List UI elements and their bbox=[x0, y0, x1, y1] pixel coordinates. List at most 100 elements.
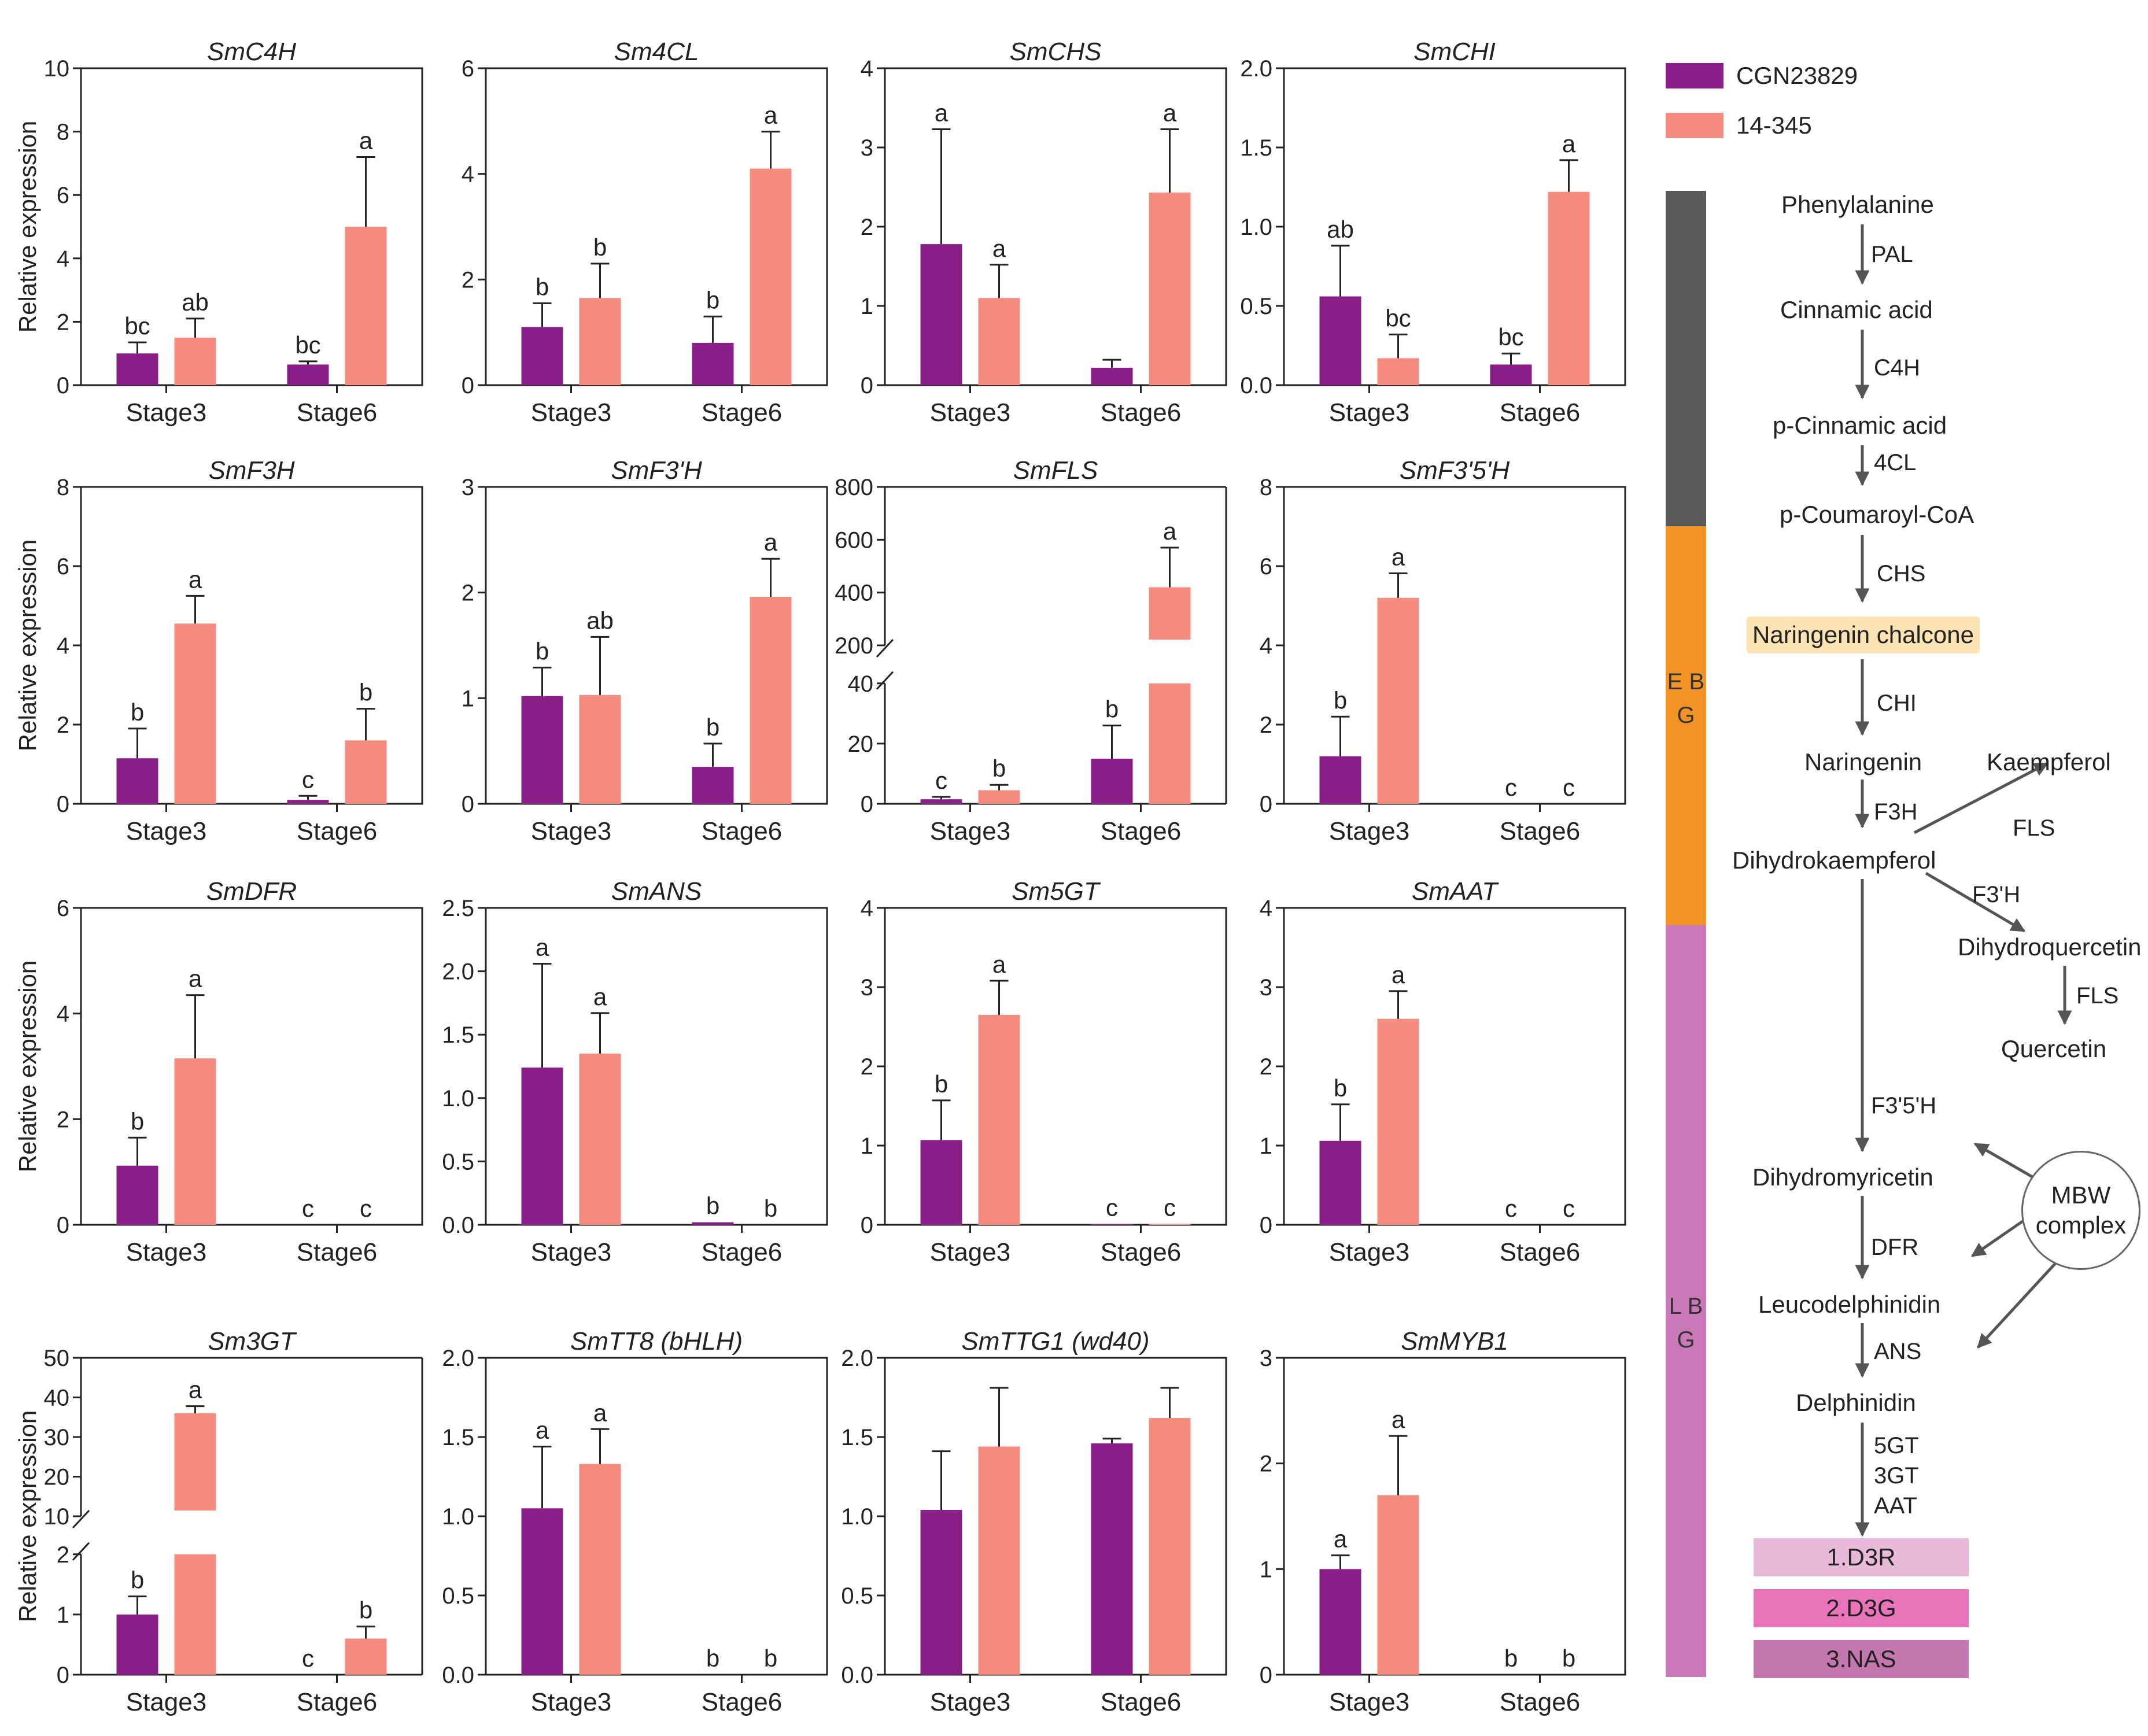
significance-letter: c bbox=[1563, 774, 1575, 801]
y-tick-label: 4 bbox=[57, 1002, 69, 1027]
significance-letter: c bbox=[1563, 1195, 1575, 1222]
stage-label-lbg: L B G bbox=[1669, 1294, 1703, 1353]
chart-panel-10: 0.0 0.5 1.0 1.5 2.0 2.5 SmANS Stage3 a a Stage6 b b bbox=[442, 877, 828, 1266]
y-tick-label: 2.0 bbox=[442, 1346, 474, 1371]
chart-frame bbox=[80, 67, 423, 386]
significance-letter: c bbox=[302, 1195, 314, 1222]
chart-title: Sm4CL bbox=[614, 38, 699, 66]
bar-upper bbox=[174, 1413, 216, 1510]
significance-letter: b bbox=[706, 714, 719, 741]
chart-panel-3: 0 1 2 3 4 SmCHS Stage3 a a Stage6 a bbox=[861, 38, 1227, 427]
significance-letter: a bbox=[593, 1399, 607, 1426]
chart-panel-9: 0 2 4 6 SmDFR Relative expression Stage3 b a Stag… bbox=[14, 877, 423, 1266]
x-tick-label: Stage3 bbox=[930, 817, 1010, 845]
bar bbox=[978, 298, 1020, 385]
chart-frame bbox=[485, 67, 828, 386]
significance-letter: a bbox=[1562, 130, 1576, 157]
product-nas: 3.NAS bbox=[1754, 1640, 1969, 1678]
chart-panel-6: 0 1 2 3 SmF3'H Stage3 b ab Stage6 b a bbox=[462, 456, 828, 845]
y-axis-label: Relative expression bbox=[14, 1410, 41, 1623]
y-axis-label: Relative expression bbox=[14, 961, 41, 1173]
y-tick-label: 10 bbox=[44, 56, 70, 82]
significance-letter: a bbox=[536, 933, 549, 961]
chart-title: SmTT8 (bHLH) bbox=[570, 1327, 743, 1355]
significance-letter: bc bbox=[124, 312, 150, 339]
chart-title: Sm3GT bbox=[208, 1327, 297, 1355]
bar bbox=[116, 1614, 158, 1675]
bar bbox=[978, 1014, 1020, 1225]
enzyme-f3prime-h: F3'H bbox=[1972, 882, 2021, 907]
legend: CGN23829 14-345 bbox=[1666, 51, 1909, 150]
y-tick-label: 4 bbox=[57, 633, 69, 659]
significance-letter: a bbox=[189, 566, 202, 593]
chart-panel-15: 0.0 0.5 1.0 1.5 2.0 SmTTG1 (wd40) Stage3 Stage6 bbox=[841, 1327, 1227, 1716]
x-tick-label: Stage3 bbox=[1329, 398, 1409, 427]
bar bbox=[521, 696, 563, 804]
enzyme-fls-2: FLS bbox=[2076, 983, 2119, 1009]
bar bbox=[978, 1446, 1020, 1675]
y-tick-label: 4 bbox=[1260, 896, 1272, 921]
enzyme-ans: ANS bbox=[1874, 1339, 1922, 1364]
node-p-coumaroyl-coa: p-Coumaroyl-CoA bbox=[1780, 501, 1974, 528]
significance-letter: bc bbox=[1498, 323, 1523, 350]
y-axis-label: Relative expression bbox=[14, 121, 41, 333]
bar bbox=[521, 327, 563, 385]
y-tick-label: 3 bbox=[1260, 1346, 1272, 1371]
x-tick-label: Stage3 bbox=[1329, 1238, 1409, 1266]
y-tick-label: 800 bbox=[835, 475, 873, 500]
y-tick-label: 8 bbox=[57, 120, 69, 145]
significance-letter: b bbox=[131, 1107, 144, 1135]
y-tick-label: 4 bbox=[861, 56, 873, 82]
significance-letter: b bbox=[1334, 1074, 1347, 1102]
axis-break-mark bbox=[72, 1509, 90, 1529]
enzyme-pal: PAL bbox=[1871, 242, 1913, 267]
x-tick-label: Stage3 bbox=[126, 398, 206, 427]
y-tick-label: 400 bbox=[835, 581, 873, 606]
significance-letter: b bbox=[131, 699, 144, 726]
y-tick-label: 0 bbox=[861, 1213, 873, 1238]
x-tick-label: Stage6 bbox=[1101, 1238, 1181, 1266]
anthocyanin-pathway-diagram: E B G L B G Phenylalanine PAL Cinnamic a… bbox=[1666, 191, 2142, 1694]
legend-item-14-345[interactable]: 14-345 bbox=[1666, 101, 1909, 150]
significance-letter: ab bbox=[586, 607, 614, 634]
chart-title: SmCHI bbox=[1413, 38, 1496, 66]
significance-letter: bc bbox=[1385, 304, 1411, 331]
x-tick-label: Stage3 bbox=[126, 1688, 206, 1716]
enzyme-c4h: C4H bbox=[1874, 355, 1921, 381]
significance-letter: b bbox=[764, 1645, 777, 1672]
node-naringenin: Naringenin bbox=[1804, 748, 1922, 775]
node-kaempferol: Kaempferol bbox=[1987, 748, 2111, 775]
x-tick-label: Stage3 bbox=[930, 1688, 1010, 1716]
arrow-mbw-f35h bbox=[1973, 1142, 2040, 1183]
chart-panel-13: 0 1 2 10 20 30 40 50 Sm3GT Relative expression Sta… bbox=[14, 1327, 423, 1716]
legend-item-cgn23829[interactable]: CGN23829 bbox=[1666, 51, 1909, 101]
y-tick-label: 0.5 bbox=[841, 1583, 873, 1609]
y-tick-label: 0 bbox=[57, 1213, 69, 1238]
axis-break-mark bbox=[876, 638, 894, 658]
bar bbox=[1548, 191, 1590, 385]
bar bbox=[345, 227, 387, 385]
x-tick-label: Stage6 bbox=[1101, 398, 1181, 427]
significance-letter: a bbox=[992, 235, 1006, 262]
bar bbox=[1319, 296, 1361, 385]
x-tick-label: Stage6 bbox=[297, 1688, 377, 1716]
significance-letter: a bbox=[189, 1376, 202, 1403]
bar bbox=[1377, 1018, 1419, 1225]
enzyme-4cl: 4CL bbox=[1874, 450, 1917, 475]
arrow-dhk-dhq bbox=[1925, 871, 2026, 933]
y-tick-label: 0.5 bbox=[442, 1149, 474, 1174]
y-tick-label: 0.5 bbox=[1240, 294, 1272, 319]
y-tick-label: 20 bbox=[44, 1465, 70, 1490]
bar bbox=[116, 758, 158, 804]
y-tick-label: 0.0 bbox=[841, 1663, 873, 1688]
y-tick-label: 0.0 bbox=[442, 1213, 474, 1238]
y-tick-label: 0 bbox=[57, 373, 69, 398]
legend-label-cgn23829: CGN23829 bbox=[1736, 62, 1858, 89]
y-tick-label: 1.5 bbox=[442, 1022, 474, 1048]
chart-panel-1: 0 2 4 6 8 10 SmC4H Relative expression Stage3 bc a… bbox=[14, 38, 423, 427]
bar bbox=[750, 168, 792, 385]
significance-letter: a bbox=[992, 951, 1006, 978]
bar bbox=[1091, 367, 1133, 385]
chart-panel-5: 0 2 4 6 8 SmF3H Relative expression Stage3 b a Sta… bbox=[14, 456, 423, 845]
significance-letter: a bbox=[935, 99, 948, 126]
